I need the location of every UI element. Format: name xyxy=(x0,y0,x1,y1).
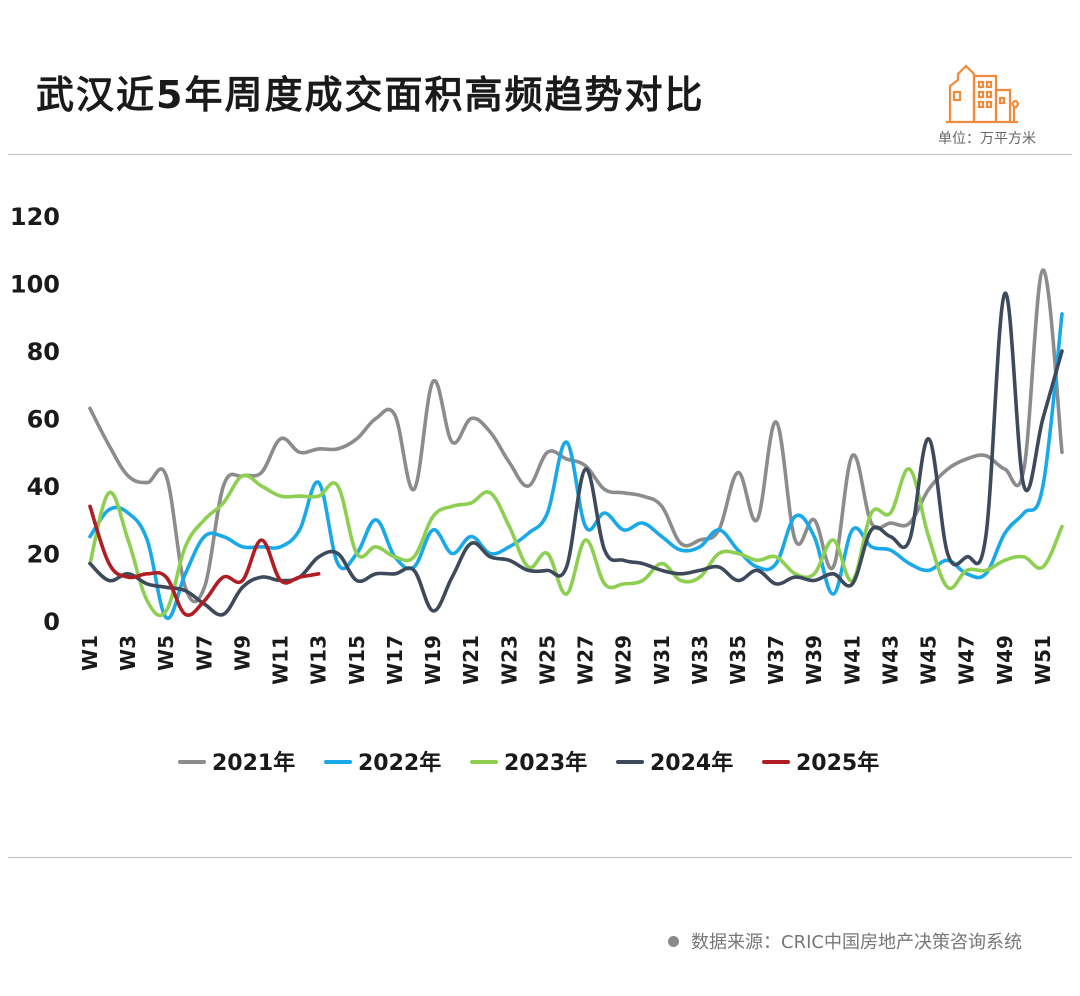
x-tick-label: W49 xyxy=(993,635,1017,685)
x-tick-label: W1 xyxy=(78,635,102,671)
x-tick-label: W47 xyxy=(955,635,979,685)
legend-label: 2023年 xyxy=(504,750,587,776)
y-tick-label: 20 xyxy=(27,541,60,569)
series-lines xyxy=(88,268,1064,620)
y-tick-label: 120 xyxy=(10,203,60,231)
x-tick-label: W11 xyxy=(269,635,293,685)
x-tick-label: W41 xyxy=(840,635,864,685)
y-tick-label: 60 xyxy=(27,406,60,434)
legend-label: 2025年 xyxy=(796,750,879,776)
data-source: 数据来源：CRIC中国房地产决策咨询系统 xyxy=(668,928,1022,954)
x-tick-label: W45 xyxy=(917,635,941,685)
series-line-2025年 xyxy=(88,504,321,617)
x-tick-label: W19 xyxy=(421,635,445,685)
x-tick-label: W35 xyxy=(726,635,750,685)
x-tick-label: W51 xyxy=(1031,635,1055,685)
x-tick-label: W9 xyxy=(230,635,254,671)
y-tick-label: 0 xyxy=(43,608,60,636)
x-tick-label: W5 xyxy=(154,635,178,671)
x-tick-label: W23 xyxy=(497,635,521,685)
bullet-icon xyxy=(668,935,680,947)
series-line-2023年 xyxy=(88,467,1064,618)
x-tick-label: W15 xyxy=(345,635,369,685)
legend-label: 2024年 xyxy=(650,750,733,776)
x-tick-label: W39 xyxy=(802,635,826,685)
x-tick-label: W3 xyxy=(116,635,140,671)
x-tick-label: W13 xyxy=(307,635,331,685)
y-tick-label: 100 xyxy=(10,271,60,299)
x-tick-label: W7 xyxy=(192,635,216,671)
x-axis: W1 W3 W5 W7 W9 W11 W13 W15 W17 W19 W21 W23 W25 W27 W29… xyxy=(78,635,1055,685)
x-tick-label: W27 xyxy=(574,635,598,685)
unit-label: 单位：万平方米 xyxy=(938,131,1036,147)
page-title: 武汉近5年周度成交面积高频趋势对比 xyxy=(36,73,705,117)
x-tick-label: W33 xyxy=(688,635,712,685)
y-tick-label: 40 xyxy=(27,473,60,501)
series-line-2024年 xyxy=(88,291,1064,617)
top-divider xyxy=(8,154,1072,155)
legend-label: 2022年 xyxy=(358,750,441,776)
legend-label: 2021年 xyxy=(212,750,295,776)
x-tick-label: W37 xyxy=(764,635,788,685)
x-tick-label: W25 xyxy=(535,635,559,685)
bottom-divider xyxy=(8,857,1072,858)
y-tick-label: 80 xyxy=(27,338,60,366)
x-tick-label: W21 xyxy=(459,635,483,685)
x-tick-label: W29 xyxy=(612,635,636,685)
x-tick-label: W31 xyxy=(650,635,674,685)
y-axis: 0 20 40 60 80 100 120 xyxy=(10,203,60,636)
legend: 2021年 2022年 2023年 2024年 2025年 xyxy=(178,750,879,776)
series-line-2021年 xyxy=(88,268,1064,604)
building-logo-icon xyxy=(946,64,1020,124)
data-source-text: 数据来源：CRIC中国房地产决策咨询系统 xyxy=(691,932,1022,953)
x-tick-label: W43 xyxy=(878,635,902,685)
x-tick-label: W17 xyxy=(383,635,407,685)
